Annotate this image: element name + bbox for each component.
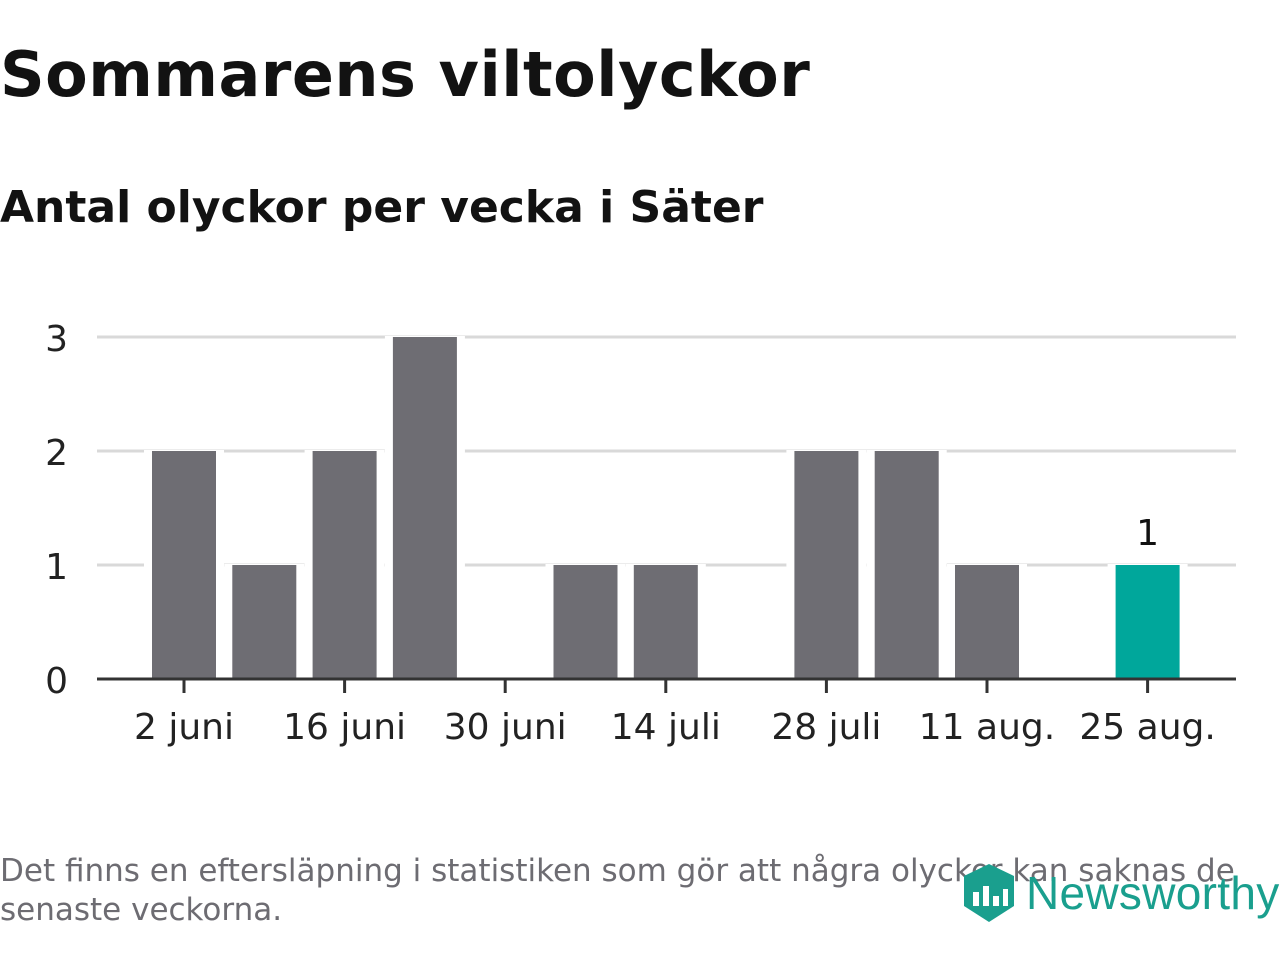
- bar: [312, 451, 377, 679]
- x-tick-label: 25 aug.: [1079, 707, 1215, 748]
- newsworthy-logo: Newsworthy: [962, 862, 1280, 924]
- x-tick-label: 14 juli: [611, 707, 721, 748]
- y-tick-label: 0: [45, 661, 68, 702]
- bar: [633, 565, 698, 679]
- bar-highlight: [1115, 565, 1180, 679]
- bar: [232, 565, 297, 679]
- y-tick-label: 1: [45, 547, 68, 588]
- chart-subtitle: Antal olyckor per vecka i Säter: [0, 182, 764, 233]
- bar: [955, 565, 1019, 679]
- newsworthy-logo-icon: [964, 864, 1014, 922]
- bar: [392, 337, 457, 679]
- footnote: Det finns en eftersläpning i statistiken…: [0, 853, 1235, 928]
- x-tick-label: 2 juni: [134, 707, 234, 748]
- data-label: 1: [1136, 513, 1159, 554]
- y-tick-label: 3: [45, 319, 68, 360]
- y-tick-label: 2: [45, 433, 68, 474]
- bar: [152, 451, 216, 679]
- x-tick-label: 16 juni: [283, 707, 406, 748]
- bar: [553, 565, 618, 679]
- newsworthy-logo-text: Newsworthy: [1026, 867, 1280, 919]
- bar: [874, 451, 939, 679]
- x-tick-label: 28 juli: [771, 707, 881, 748]
- bar: [794, 451, 859, 679]
- bar-chart: 0 1 2 3 1 2 juni 16 juni 30 juni 14 juli 28 juli 1…: [45, 319, 1236, 748]
- chart-title: Sommarens viltolyckor: [0, 38, 811, 111]
- x-tick-label: 30 juni: [444, 707, 567, 748]
- x-tick-label: 11 aug.: [919, 707, 1055, 748]
